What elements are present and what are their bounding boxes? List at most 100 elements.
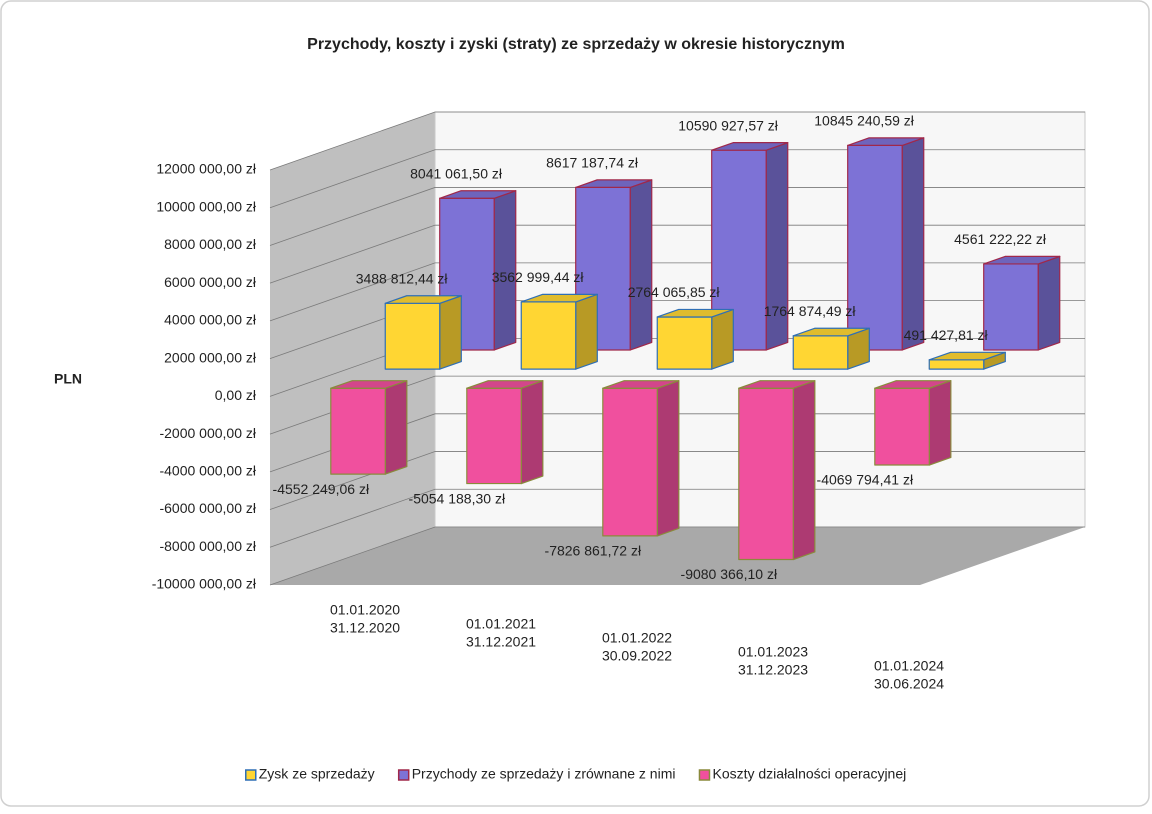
value-label: 3488 812,44 zł [356,270,449,286]
bar-front [602,387,659,537]
legend-label: Koszty działalności operacyjnej [712,766,906,782]
grid-line [269,375,1085,435]
bar-top [711,142,789,151]
y-tick-label: -8000 000,00 zł [159,538,256,554]
bar [792,327,870,370]
bar-top [928,351,1006,361]
grid-line [269,413,1085,473]
value-label: 8041 061,50 zł [410,165,503,181]
bar [656,308,734,370]
value-label: 10590 927,57 zł [678,117,779,133]
bar-front [983,263,1039,351]
bar-top [466,380,544,389]
bar-front [792,335,849,370]
chart-title: Przychody, koszty i zyski (straty) ze sp… [307,36,845,53]
bar [330,380,408,475]
bar [466,380,544,485]
bar-top [439,190,517,199]
value-label: -4069 794,41 zł [817,472,914,488]
bar-front [384,302,441,370]
x-tick-label: 01.01.2023 [738,644,808,660]
bar-front [874,387,931,466]
bar-top [330,380,408,389]
bar-side [711,308,734,370]
y-tick-label: 6000 000,00 zł [164,274,257,290]
legend-label: Przychody ze sprzedaży i zrównane z nimi [412,766,676,782]
legend-swatch [397,769,410,781]
value-label: -4552 249,06 zł [273,481,370,497]
bar-side [384,380,408,475]
x-tick-label: 31.12.2020 [330,620,400,636]
bar [847,137,925,351]
y-tick-label: -10000 000,00 zł [152,576,257,592]
legend-label: Zysk ze sprzedaży [259,766,375,782]
legend-item: Przychody ze sprzedaży i zrównane z nimi [397,766,676,782]
value-label: 4561 222,22 zł [954,231,1047,247]
y-tick-label: 0,00 zł [215,387,257,403]
y-tick-label: -6000 000,00 zł [159,500,256,516]
x-tick-label: 31.12.2021 [466,634,536,650]
legend-item: Koszty działalności operacyjnej [698,766,906,782]
bar [439,190,517,351]
grid-line [269,526,1085,586]
x-tick-label: 31.12.2023 [738,662,808,678]
bar-top [520,293,598,303]
bar [384,295,462,370]
bar-front [466,387,523,485]
bar-top [575,179,653,189]
y-tick-label: 12000 000,00 zł [156,161,257,177]
x-tick-label: 30.06.2024 [874,676,944,692]
value-label: 1764 874,49 zł [764,303,857,319]
bar-top [656,308,734,318]
y-tick-label: -4000 000,00 zł [159,463,256,479]
bar-top [792,327,870,337]
y-tick-label: 10000 000,00 zł [156,198,257,214]
value-label: -7826 861,72 zł [545,543,642,559]
bar [738,380,816,561]
y-tick-label: 2000 000,00 zł [164,349,257,365]
bar-side [901,137,925,351]
value-label: -5054 188,30 zł [409,490,506,506]
grid-line [269,111,1085,171]
bar-front [738,387,795,561]
value-label: -9080 366,10 zł [681,566,778,582]
floor [270,527,1085,585]
bar-front [928,359,985,370]
legend-item: Zysk ze sprzedaży [245,766,375,782]
grid-line [269,451,1085,510]
bar-side [575,293,598,370]
value-label: 10845 240,59 zł [814,113,915,129]
y-tick-label: -2000 000,00 zł [159,425,256,441]
bar-side [520,380,544,485]
value-label: 3562 999,44 zł [492,269,585,285]
bar-side [439,295,462,370]
bar-top [847,137,925,146]
x-tick-label: 30.09.2022 [602,648,672,664]
bar-side [928,380,952,466]
bar-side [1037,255,1061,351]
y-axis-label: PLN [54,371,82,387]
bar [874,380,952,466]
legend-swatch [698,769,711,781]
bar-top [874,380,952,389]
value-label: 8617 187,74 zł [546,155,639,171]
bar-side [629,179,653,351]
bar [520,293,598,370]
value-label: 2764 065,85 zł [628,284,721,300]
bar-front [520,301,577,370]
y-tick-label: 8000 000,00 zł [164,236,257,252]
bar-top [738,380,816,389]
y-tick-label: 4000 000,00 zł [164,312,257,328]
bar-top [384,295,462,304]
x-tick-label: 01.01.2020 [330,602,400,618]
grid-line [269,488,1085,548]
bar-front [330,387,386,475]
bar-front [847,144,903,351]
value-label: 491 427,81 zł [904,327,989,343]
legend-swatch [245,769,257,781]
bar [602,380,680,537]
bar [928,351,1006,370]
bar-top [602,380,680,389]
bar-side [792,380,816,561]
